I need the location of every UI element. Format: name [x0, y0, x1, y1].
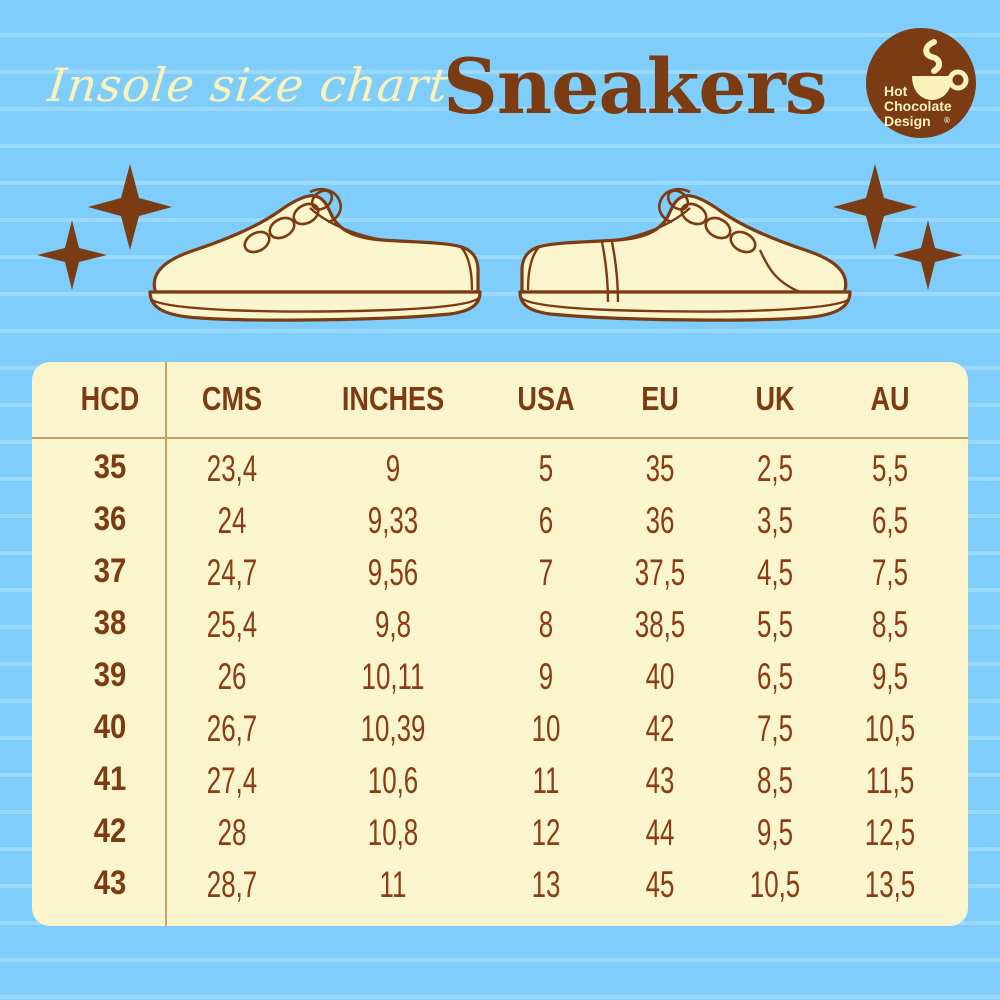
- cell-eu: 36: [645, 500, 675, 541]
- cell-hcd: 41: [93, 760, 127, 798]
- column-header-cms: CMS: [201, 380, 263, 417]
- logo-line-hot: Hot: [884, 83, 908, 99]
- cell-usa: 11: [532, 760, 560, 801]
- cell-au: 6,5: [871, 500, 909, 541]
- cell-au: 5,5: [871, 448, 909, 489]
- page-subtitle: Insole size chart: [45, 58, 452, 112]
- cell-inches: 9,8: [374, 604, 412, 645]
- cell-au: 7,5: [871, 552, 909, 593]
- cell-inches: 10,8: [367, 812, 419, 853]
- cell-au: 10,5: [864, 708, 916, 749]
- cell-eu: 44: [645, 812, 675, 853]
- cell-usa: 8: [538, 604, 554, 645]
- cell-eu: 45: [645, 864, 675, 905]
- cell-usa: 13: [531, 864, 561, 905]
- column-header-inches: INCHES: [341, 380, 445, 417]
- cell-uk: 3,5: [756, 500, 794, 541]
- cell-hcd: 42: [93, 812, 127, 850]
- cell-uk: 5,5: [756, 604, 794, 645]
- cell-hcd: 37: [93, 552, 127, 590]
- cell-au: 8,5: [871, 604, 909, 645]
- logo-line-chocolate: Chocolate: [884, 98, 952, 114]
- table-row: 41 27,4 10,6 11 43 8,5 11,5: [32, 756, 968, 808]
- star-sparkle-icon: [88, 164, 172, 250]
- cell-inches: 10,11: [361, 656, 425, 697]
- cell-uk: 6,5: [756, 656, 794, 697]
- cell-cms: 24: [217, 500, 247, 541]
- cell-uk: 2,5: [756, 448, 794, 489]
- page-header: Insole size chart Sneakers Hot Chocolate…: [0, 0, 1000, 160]
- cell-hcd: 36: [93, 500, 127, 538]
- table-header-row: HCD CMS INCHES USA EU UK AU: [32, 362, 968, 437]
- cell-uk: 9,5: [756, 812, 794, 853]
- column-header-usa: USA: [517, 380, 575, 417]
- cell-uk: 4,5: [756, 552, 794, 593]
- cell-usa: 5: [538, 448, 554, 489]
- cell-eu: 40: [645, 656, 675, 697]
- cell-hcd: 39: [93, 656, 127, 694]
- cell-eu: 37,5: [634, 552, 686, 593]
- cell-eu: 43: [645, 760, 675, 801]
- table-row: 38 25,4 9,8 8 38,5 5,5 8,5: [32, 600, 968, 652]
- star-sparkle-icon: [893, 220, 963, 290]
- cell-uk: 8,5: [756, 760, 794, 801]
- column-header-eu: EU: [641, 380, 679, 417]
- cell-eu: 38,5: [634, 604, 686, 645]
- sneaker-right-icon: [518, 188, 852, 322]
- size-chart-card: HCD CMS INCHES USA EU UK AU 35 23,4 9 5 35 2,5 5,5 36…: [32, 362, 968, 926]
- cell-usa: 7: [538, 552, 554, 593]
- cell-cms: 28,7: [206, 864, 258, 905]
- column-header-uk: UK: [755, 380, 795, 417]
- cell-hcd: 38: [93, 604, 127, 642]
- cell-hcd: 43: [93, 864, 127, 902]
- star-sparkle-icon: [37, 220, 107, 290]
- cell-eu: 35: [645, 448, 675, 489]
- cell-au: 11,5: [865, 760, 915, 801]
- cell-au: 13,5: [864, 864, 916, 905]
- sneaker-illustration-band: [0, 150, 1000, 350]
- hcd-column-divider: [165, 362, 167, 926]
- cell-hcd: 35: [93, 448, 127, 486]
- column-header-au: AU: [870, 380, 910, 417]
- sneaker-left-icon: [148, 188, 482, 322]
- cell-au: 9,5: [871, 656, 909, 697]
- cell-inches: 10,39: [360, 708, 426, 749]
- cell-usa: 6: [538, 500, 554, 541]
- table-row: 40 26,7 10,39 10 42 7,5 10,5: [32, 704, 968, 756]
- cell-au: 12,5: [864, 812, 916, 853]
- table-row: 42 28 10,8 12 44 9,5 12,5: [32, 808, 968, 860]
- table-row: 36 24 9,33 6 36 3,5 6,5: [32, 496, 968, 548]
- cell-inches: 9: [385, 448, 401, 489]
- cell-cms: 28: [217, 812, 247, 853]
- cell-cms: 27,4: [206, 760, 258, 801]
- cell-cms: 26: [217, 656, 247, 697]
- cell-inches: 11: [379, 864, 407, 905]
- cell-hcd: 40: [93, 708, 127, 746]
- cell-usa: 10: [531, 708, 561, 749]
- table-row: 43 28,7 11 13 45 10,5 13,5: [32, 860, 968, 912]
- column-header-hcd: HCD: [80, 380, 140, 417]
- cell-usa: 9: [538, 656, 554, 697]
- cell-cms: 23,4: [206, 448, 258, 489]
- table-row: 35 23,4 9 5 35 2,5 5,5: [32, 444, 968, 496]
- cell-usa: 12: [531, 812, 561, 853]
- cell-inches: 9,33: [367, 500, 419, 541]
- cell-cms: 24,7: [206, 552, 258, 593]
- page-title: Sneakers: [443, 42, 828, 131]
- cell-cms: 26,7: [206, 708, 258, 749]
- cell-uk: 10,5: [749, 864, 801, 905]
- cell-inches: 10,6: [367, 760, 419, 801]
- cell-eu: 42: [645, 708, 675, 749]
- brand-logo: Hot Chocolate Design ®: [866, 28, 976, 138]
- cell-inches: 9,56: [367, 552, 419, 593]
- table-row: 39 26 10,11 9 40 6,5 9,5: [32, 652, 968, 704]
- cell-uk: 7,5: [756, 708, 794, 749]
- logo-line-design: Design: [884, 113, 931, 129]
- star-sparkle-icon: [833, 164, 917, 250]
- hot-chocolate-cup-icon: [912, 39, 969, 100]
- table-row: 37 24,7 9,56 7 37,5 4,5 7,5: [32, 548, 968, 600]
- cell-cms: 25,4: [206, 604, 258, 645]
- header-divider-rule: [32, 437, 968, 439]
- registered-trademark-symbol: ®: [944, 116, 950, 125]
